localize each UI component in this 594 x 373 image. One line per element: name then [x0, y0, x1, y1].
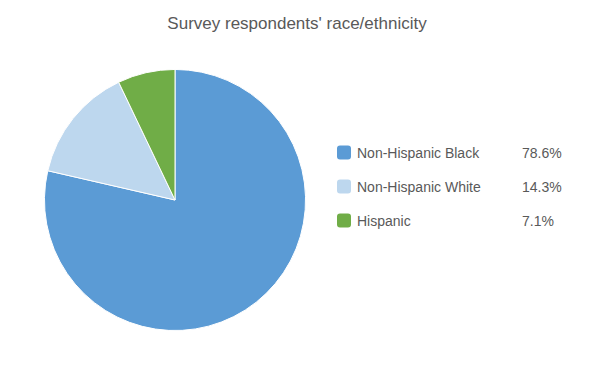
svg-text:78.6%: 78.6%: [522, 145, 562, 161]
svg-text:Survey respondents' race/ethni: Survey respondents' race/ethnicity: [167, 14, 427, 33]
svg-text:7.1%: 7.1%: [522, 213, 554, 229]
svg-text:Hispanic: Hispanic: [357, 213, 411, 229]
svg-text:Non-Hispanic Black: Non-Hispanic Black: [357, 145, 480, 161]
svg-text:14.3%: 14.3%: [522, 179, 562, 195]
svg-text:Non-Hispanic White: Non-Hispanic White: [357, 179, 481, 195]
